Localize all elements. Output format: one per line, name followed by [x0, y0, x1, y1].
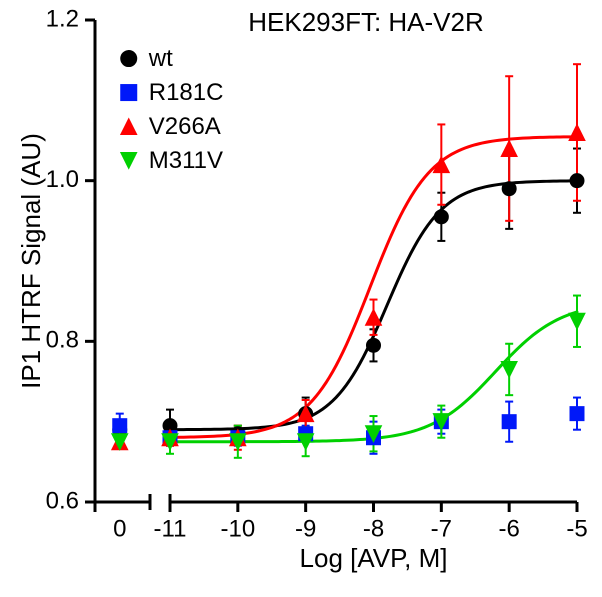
svg-text:IP1 HTRF Signal (AU): IP1 HTRF Signal (AU) — [16, 133, 46, 389]
svg-text:-10: -10 — [220, 515, 255, 542]
svg-text:V266A: V266A — [149, 113, 221, 140]
errors-M311V — [116, 296, 581, 458]
svg-text:R181C: R181C — [149, 79, 224, 106]
svg-text:-5: -5 — [566, 515, 587, 542]
svg-text:-9: -9 — [295, 515, 316, 542]
svg-text:-7: -7 — [431, 515, 452, 542]
svg-text:1.0: 1.0 — [46, 166, 79, 193]
svg-text:1.2: 1.2 — [46, 5, 79, 32]
svg-text:0.8: 0.8 — [46, 327, 79, 354]
svg-text:0: 0 — [113, 515, 126, 542]
svg-text:Log [AVP, M]: Log [AVP, M] — [300, 543, 448, 573]
svg-text:-6: -6 — [498, 515, 519, 542]
markers-wt — [113, 174, 584, 441]
legend: wt R181C V266A M311V — [121, 45, 224, 174]
svg-text:wt: wt — [148, 45, 173, 72]
dose-response-chart: 0.6 0.8 1.0 1.2 IP1 HTRF Signal (AU) 0 -11 -10 -… — [0, 0, 602, 597]
svg-text:M311V: M311V — [149, 147, 223, 174]
svg-text:-8: -8 — [363, 515, 384, 542]
svg-text:HEK293FT: HA-V2R: HEK293FT: HA-V2R — [248, 7, 484, 37]
svg-text:-11: -11 — [154, 515, 187, 542]
svg-text:0.6: 0.6 — [46, 487, 79, 514]
